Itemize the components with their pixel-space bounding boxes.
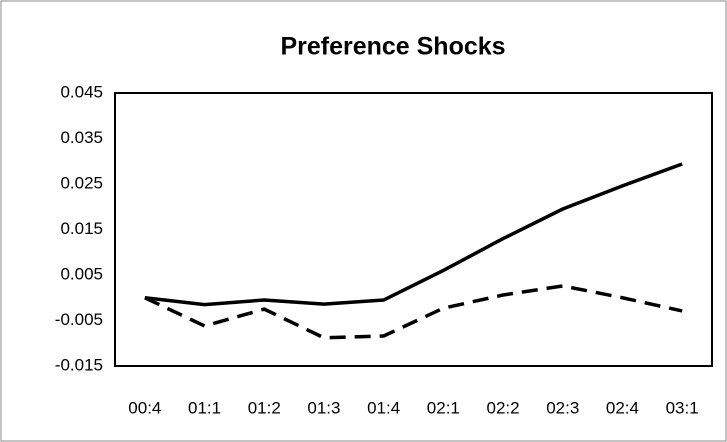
y-tick-label: 0.035 — [60, 128, 103, 147]
y-tick-label: 0.005 — [60, 264, 103, 283]
line-series — [144, 162, 683, 307]
plot-area — [114, 92, 713, 367]
y-tick-label: 0.015 — [60, 219, 103, 238]
chart-title: Preference Shocks — [280, 33, 505, 61]
line-series — [144, 284, 683, 340]
x-tick-label: 01:4 — [367, 398, 400, 417]
x-tick-label: 03:1 — [666, 398, 699, 417]
x-tick-label: 02:4 — [606, 398, 639, 417]
x-tick-label: 02:1 — [427, 398, 460, 417]
y-tick-label: 0.025 — [60, 173, 103, 192]
x-tick-label: 01:1 — [188, 398, 221, 417]
y-tick-label: 0.045 — [60, 82, 103, 101]
x-tick-label: 00:4 — [128, 398, 161, 417]
x-tick-label: 02:3 — [546, 398, 579, 417]
y-tick-label: -0.015 — [55, 355, 103, 374]
x-tick-label: 02:2 — [487, 398, 520, 417]
x-tick-label: 01:2 — [248, 398, 281, 417]
x-tick-label: 01:3 — [307, 398, 340, 417]
y-tick-label: -0.005 — [55, 310, 103, 329]
